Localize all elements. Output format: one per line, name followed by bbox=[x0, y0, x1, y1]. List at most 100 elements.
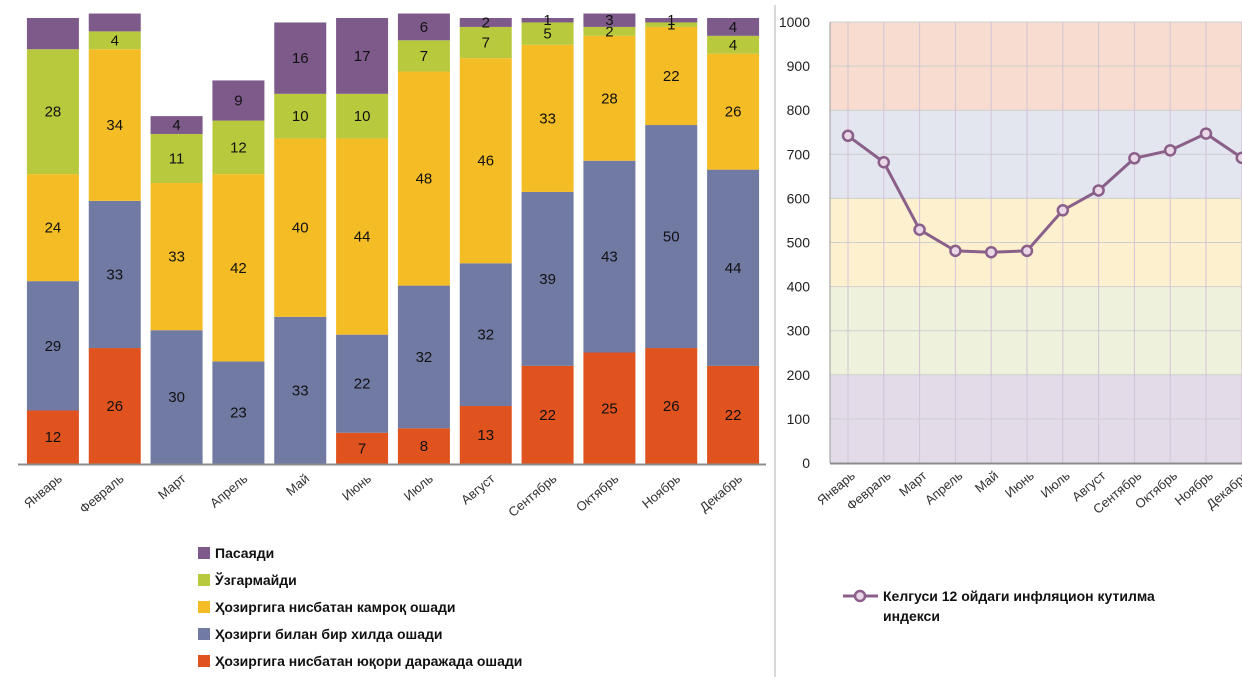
bar-segment bbox=[397, 285, 450, 429]
bar-data-label: 4 bbox=[172, 117, 180, 134]
bar-segment bbox=[26, 18, 79, 50]
legend-point-marker bbox=[853, 589, 867, 603]
data-point bbox=[913, 223, 926, 236]
data-point bbox=[1128, 152, 1141, 165]
y-tick-label: 0 bbox=[802, 455, 810, 471]
bar-segment bbox=[645, 26, 698, 126]
bar-data-label: 7 bbox=[482, 35, 490, 52]
bar-segment bbox=[274, 138, 327, 317]
bar-data-label: 28 bbox=[601, 90, 618, 107]
x-tick-label: Июнь bbox=[339, 471, 374, 504]
bar-data-label: 29 bbox=[45, 338, 62, 355]
x-tick-label: Январь bbox=[21, 471, 65, 511]
bar-data-label: 17 bbox=[354, 48, 371, 65]
y-tick-label: 600 bbox=[787, 190, 811, 206]
bar-data-label: 5 bbox=[543, 26, 551, 43]
bar-segment bbox=[150, 116, 203, 134]
bar-data-label: 39 bbox=[539, 271, 556, 288]
legend-label: Ҳозиргига нисбатан юқори даражада ошади bbox=[215, 653, 522, 669]
legend-swatch bbox=[198, 574, 210, 586]
bar-segment bbox=[583, 13, 636, 27]
bar-segment bbox=[274, 93, 327, 139]
bar-segment bbox=[88, 348, 141, 464]
bar-data-label: 10 bbox=[292, 108, 309, 125]
legend-swatch bbox=[198, 601, 210, 613]
bar-data-label: 30 bbox=[168, 389, 185, 406]
bar-segment bbox=[645, 348, 698, 464]
data-point bbox=[1235, 151, 1242, 165]
data-point bbox=[1056, 204, 1070, 217]
y-tick-label: 900 bbox=[787, 58, 811, 74]
bar-segment bbox=[88, 200, 141, 349]
bar-segment bbox=[212, 120, 265, 175]
bar-segment bbox=[521, 191, 574, 366]
bar-segment bbox=[521, 18, 574, 23]
bar-data-label: 28 bbox=[45, 104, 62, 121]
bar-data-label: 40 bbox=[292, 220, 309, 237]
bar-data-label: 32 bbox=[477, 327, 494, 344]
bar-data-label: 48 bbox=[416, 171, 433, 188]
bar-data-label: 6 bbox=[420, 19, 428, 36]
bar-data-label: 22 bbox=[539, 407, 556, 424]
x-tick-label: Апрель bbox=[922, 468, 966, 508]
bar-segment bbox=[336, 93, 389, 139]
bar-data-label: 33 bbox=[168, 249, 185, 266]
y-tick-label: 200 bbox=[787, 367, 811, 383]
bar-data-label: 1 bbox=[543, 12, 551, 29]
bar-data-label: 1 bbox=[667, 17, 675, 34]
data-point bbox=[1199, 127, 1213, 140]
bar-data-label: 33 bbox=[539, 110, 556, 127]
bar-data-label: 4 bbox=[729, 37, 737, 54]
bar-segment bbox=[26, 281, 79, 411]
bar-segment bbox=[397, 40, 450, 72]
bar-data-label: 26 bbox=[106, 398, 123, 415]
bar-data-label: 3 bbox=[605, 12, 613, 29]
bar-segment bbox=[459, 26, 512, 59]
legend-label-line: Келгуси 12 ойдаги инфляцион кутилма bbox=[883, 588, 1155, 604]
y-tick-label: 1000 bbox=[779, 14, 810, 30]
x-tick-label: Октябрь bbox=[573, 471, 621, 515]
data-point bbox=[877, 155, 891, 169]
data-point bbox=[984, 245, 998, 259]
bar-data-label: 22 bbox=[725, 407, 742, 424]
bar-data-label: 33 bbox=[106, 266, 123, 283]
x-tick-label: Май bbox=[972, 468, 1001, 496]
series-line bbox=[847, 132, 1242, 254]
bar-segment bbox=[274, 316, 327, 464]
bar-data-label: 12 bbox=[45, 429, 62, 446]
bar-segment bbox=[212, 361, 265, 464]
y-tick-label: 100 bbox=[787, 411, 811, 427]
x-tick-label: Май bbox=[283, 471, 312, 499]
bar-segment bbox=[521, 44, 574, 192]
legend-label: Келгуси 12 ойдаги инфляцион кутилма индек… bbox=[883, 588, 1155, 624]
data-point bbox=[1020, 244, 1034, 258]
legend-swatch bbox=[198, 655, 210, 667]
bar-segment bbox=[88, 13, 141, 32]
data-point bbox=[949, 244, 962, 258]
bar-data-label: 44 bbox=[725, 260, 742, 277]
y-tick-label: 500 bbox=[787, 235, 811, 251]
bar-data-label: 16 bbox=[292, 50, 309, 67]
bar-data-label: 13 bbox=[477, 427, 494, 444]
bar-segment bbox=[336, 138, 389, 335]
bar-data-label: 4 bbox=[111, 32, 119, 49]
bar-data-label: 22 bbox=[354, 376, 371, 393]
bar-data-label: 32 bbox=[416, 349, 433, 366]
bar-segment bbox=[212, 80, 265, 121]
bar-segment bbox=[583, 352, 636, 464]
x-tick-label: Ноябрь bbox=[639, 471, 683, 512]
bar-data-label: 7 bbox=[358, 440, 366, 457]
bar-segment bbox=[397, 428, 450, 464]
bar-segment bbox=[583, 160, 636, 353]
bar-data-label: 12 bbox=[230, 139, 247, 156]
bar-data-label: 33 bbox=[292, 382, 309, 399]
legend-label: Ҳозирги билан бир хилда ошади bbox=[215, 626, 442, 642]
x-tick-label: Июль bbox=[1038, 468, 1073, 501]
bar-data-label: 7 bbox=[420, 48, 428, 65]
bar-segment bbox=[88, 49, 141, 201]
bar-segment bbox=[645, 22, 698, 27]
bar-segment bbox=[336, 18, 389, 94]
bar-segment bbox=[336, 334, 389, 433]
bar-segment bbox=[212, 174, 265, 362]
x-tick-label: Март bbox=[155, 471, 189, 503]
